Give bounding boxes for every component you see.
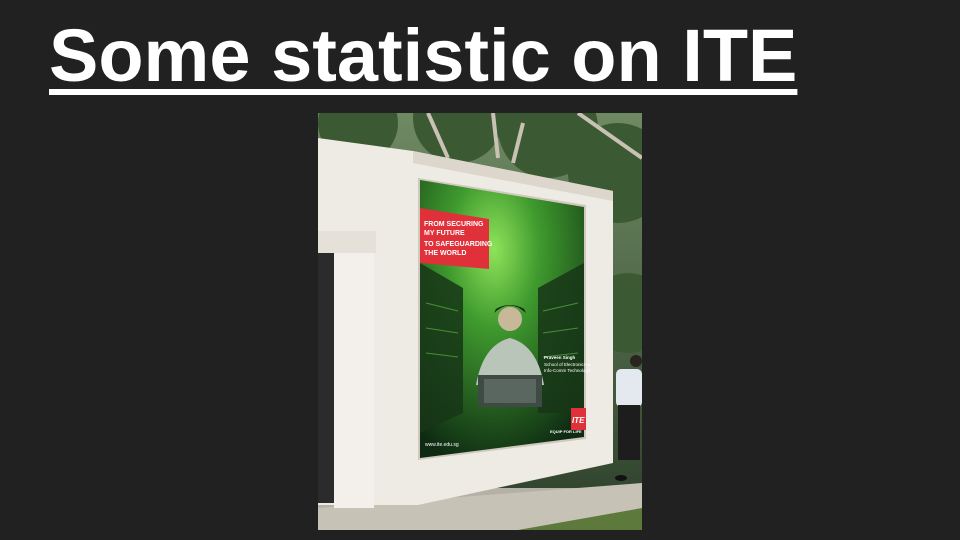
poster-headline-line-3: TO SAFEGUARDING — [424, 241, 493, 248]
ite-logo-text: ITE — [572, 416, 585, 425]
poster-person-name: Praveen Singh — [544, 355, 576, 360]
poster-headline-line-2: MY FUTURE — [424, 230, 465, 237]
poster-headline-line-4: THE WORLD — [424, 250, 466, 257]
poster-tagline: EQUIP FOR LIFE — [550, 429, 582, 434]
passerby-figure — [615, 355, 642, 481]
poster-url: www.ite.edu.sg — [425, 442, 459, 448]
poster-person-school-1: School of Electronics & — [544, 362, 590, 367]
poster-person-school-2: Info-Comm Technology — [544, 368, 591, 373]
poster-headline-line-1: FROM SECURING — [424, 221, 484, 228]
ite-logo — [571, 408, 586, 430]
person-figure — [476, 305, 544, 407]
slide-title: Some statistic on ITE — [49, 14, 798, 97]
ite-poster-photo: FROM SECURING MY FUTURE TO SAFEGUARDING … — [318, 113, 642, 530]
